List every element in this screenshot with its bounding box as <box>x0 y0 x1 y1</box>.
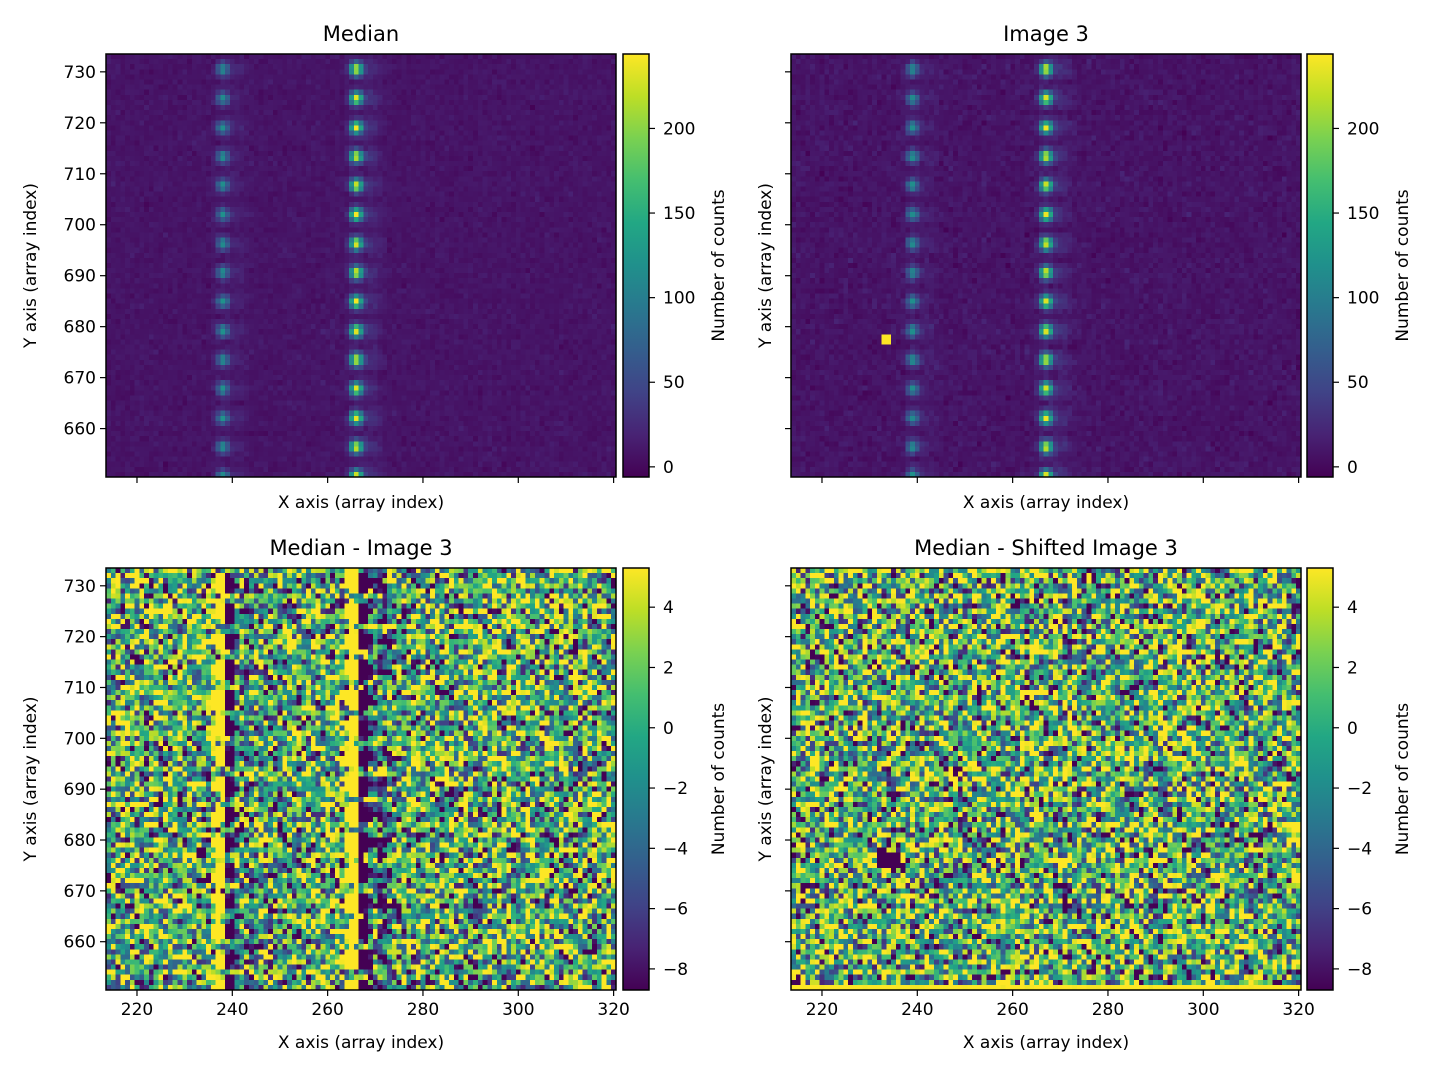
colorbar-tick-label: 0 <box>1347 719 1358 739</box>
colorbar-tick-label: −4 <box>1347 839 1372 859</box>
x-tick-label: 240 <box>216 1000 248 1020</box>
heatmap-image-4 <box>791 568 1301 990</box>
panel-title: Median <box>323 22 399 46</box>
y-axis-label: Y axis (array index) <box>21 696 41 862</box>
y-tick-label: 720 <box>64 628 96 648</box>
colorbar <box>622 567 650 991</box>
axes-frame <box>105 567 617 991</box>
colorbar-tick-label: 0 <box>663 458 674 478</box>
colorbar-tick-label: 100 <box>1347 289 1379 309</box>
heatmap-image-2 <box>791 54 1301 477</box>
y-axis-label: Y axis (array index) <box>756 696 776 862</box>
colorbar-tick-label: −2 <box>663 779 688 799</box>
x-tick-label: 320 <box>597 1000 629 1020</box>
axes-frame <box>790 567 1302 991</box>
colorbar-tick-label: −6 <box>1347 900 1372 920</box>
y-tick-label: 670 <box>64 882 96 902</box>
x-axis-label: X axis (array index) <box>963 493 1129 513</box>
x-tick-label: 260 <box>311 1000 343 1020</box>
subplot-1: Median X axis (array index) 660 670 680 690 70… <box>21 22 729 513</box>
y-tick-label: 690 <box>64 780 96 800</box>
heatmap-image-3 <box>106 568 616 990</box>
x-tick-label: 220 <box>121 1000 153 1020</box>
colorbar-tick-label: 0 <box>1347 458 1358 478</box>
x-tick-label: 280 <box>407 1000 439 1020</box>
subplot-2: Image 3 X axis (array index) Y axis (array… <box>756 22 1413 513</box>
colorbar-tick-label: 200 <box>663 119 695 139</box>
colorbar-tick-label: 0 <box>663 719 674 739</box>
y-tick-label: 680 <box>64 318 96 338</box>
x-tick-label: 260 <box>996 1000 1028 1020</box>
y-tick-label: 700 <box>64 729 96 749</box>
y-tick-label: 680 <box>64 831 96 851</box>
colorbar-tick-label: −8 <box>663 960 688 980</box>
colorbar-tick-label: 4 <box>663 598 674 618</box>
colorbar <box>1306 53 1334 478</box>
colorbar-label: Number of counts <box>1393 189 1413 341</box>
y-tick-label: 730 <box>64 63 96 83</box>
colorbar-tick-label: −6 <box>663 900 688 920</box>
x-axis-label: X axis (array index) <box>278 1033 444 1053</box>
heatmap-image-1 <box>106 54 616 477</box>
colorbar-label: Number of counts <box>1393 703 1413 855</box>
colorbar-tick-label: 150 <box>1347 204 1379 224</box>
x-tick-label: 280 <box>1092 1000 1124 1020</box>
y-axis-label: Y axis (array index) <box>756 183 776 349</box>
y-tick-label: 720 <box>64 114 96 134</box>
axes-frame <box>790 53 1302 478</box>
x-axis-label: X axis (array index) <box>963 1033 1129 1053</box>
panel-title: Median - Shifted Image 3 <box>914 536 1178 560</box>
colorbar-tick-label: −8 <box>1347 960 1372 980</box>
colorbar-tick-label: −4 <box>663 839 688 859</box>
y-tick-label: 710 <box>64 165 96 185</box>
y-tick-label: 660 <box>64 933 96 953</box>
y-axis-label: Y axis (array index) <box>21 183 41 349</box>
panel-title: Image 3 <box>1003 22 1089 46</box>
colorbar-tick-label: 50 <box>1347 373 1369 393</box>
y-tick-label: 670 <box>64 369 96 389</box>
x-tick-label: 220 <box>806 1000 838 1020</box>
axes-frame <box>105 53 617 478</box>
panel-title: Median - Image 3 <box>269 536 452 560</box>
y-tick-label: 710 <box>64 678 96 698</box>
x-tick-label: 300 <box>1187 1000 1219 1020</box>
colorbar-tick-label: 4 <box>1347 598 1358 618</box>
colorbar-tick-label: 2 <box>1347 658 1358 678</box>
y-tick-label: 700 <box>64 216 96 236</box>
x-axis-label: X axis (array index) <box>278 493 444 513</box>
colorbar-tick-label: 100 <box>663 289 695 309</box>
x-tick-label: 240 <box>901 1000 933 1020</box>
y-tick-label: 730 <box>64 577 96 597</box>
colorbar-label: Number of counts <box>709 703 729 855</box>
x-tick-label: 300 <box>502 1000 534 1020</box>
colorbar <box>622 53 650 478</box>
colorbar-tick-label: −2 <box>1347 779 1372 799</box>
colorbar-tick-label: 2 <box>663 658 674 678</box>
colorbar-tick-label: 50 <box>663 373 685 393</box>
colorbar-label: Number of counts <box>709 189 729 341</box>
x-tick-label: 320 <box>1282 1000 1314 1020</box>
colorbar-tick-label: 200 <box>1347 119 1379 139</box>
colorbar <box>1306 567 1334 991</box>
y-tick-label: 690 <box>64 267 96 287</box>
y-tick-label: 660 <box>64 420 96 440</box>
colorbar-tick-label: 150 <box>663 204 695 224</box>
